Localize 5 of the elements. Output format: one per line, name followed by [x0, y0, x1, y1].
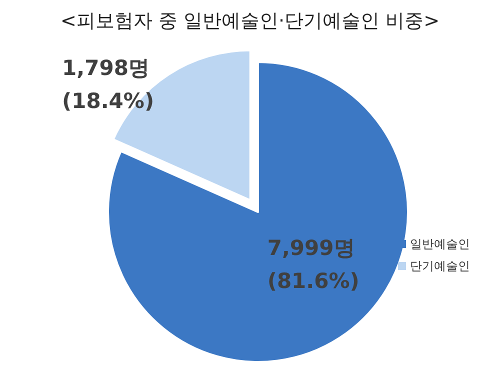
data-label: 1,798명 (18.4%)	[62, 56, 154, 113]
legend-label: 단기예술인	[410, 259, 470, 273]
legend-label: 일반예술인	[410, 237, 470, 251]
data-label: 7,999명 (81.6%)	[267, 236, 360, 293]
chart-title: <피보험자 중 일반예술인·단기예술인 비중>	[60, 10, 440, 32]
